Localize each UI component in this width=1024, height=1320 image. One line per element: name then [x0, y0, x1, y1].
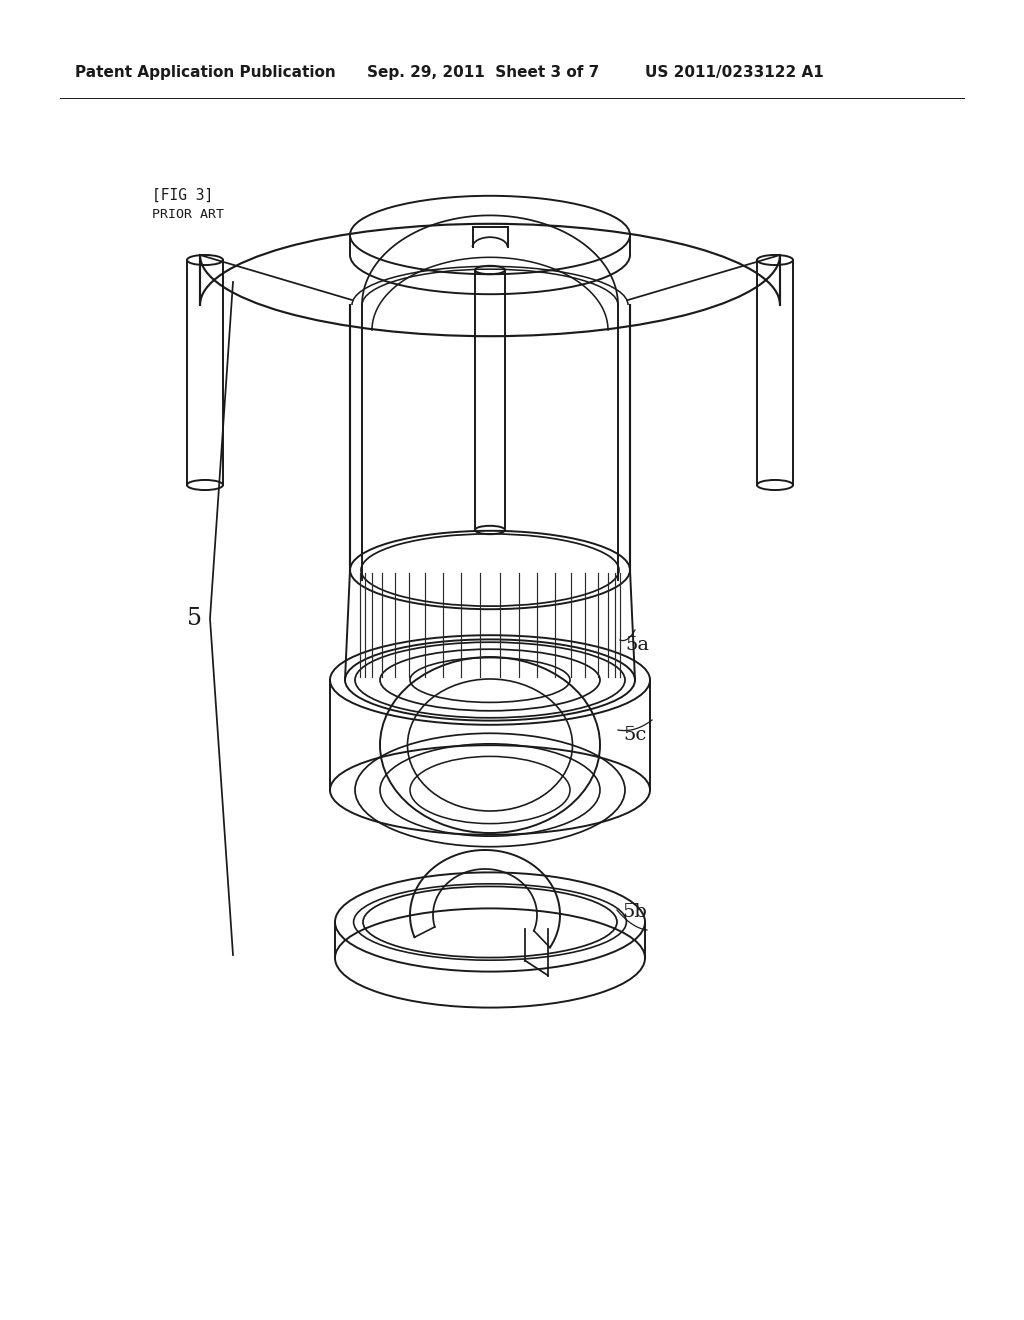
Text: PRIOR ART: PRIOR ART — [152, 209, 224, 222]
Text: 5: 5 — [187, 607, 202, 630]
Text: Sep. 29, 2011  Sheet 3 of 7: Sep. 29, 2011 Sheet 3 of 7 — [367, 65, 599, 79]
Text: [FIG 3]: [FIG 3] — [152, 187, 213, 202]
Text: 5a: 5a — [625, 636, 649, 653]
Text: Patent Application Publication: Patent Application Publication — [75, 65, 336, 79]
Text: US 2011/0233122 A1: US 2011/0233122 A1 — [645, 65, 823, 79]
Text: 5c: 5c — [623, 726, 646, 744]
Text: 5b: 5b — [622, 903, 647, 921]
